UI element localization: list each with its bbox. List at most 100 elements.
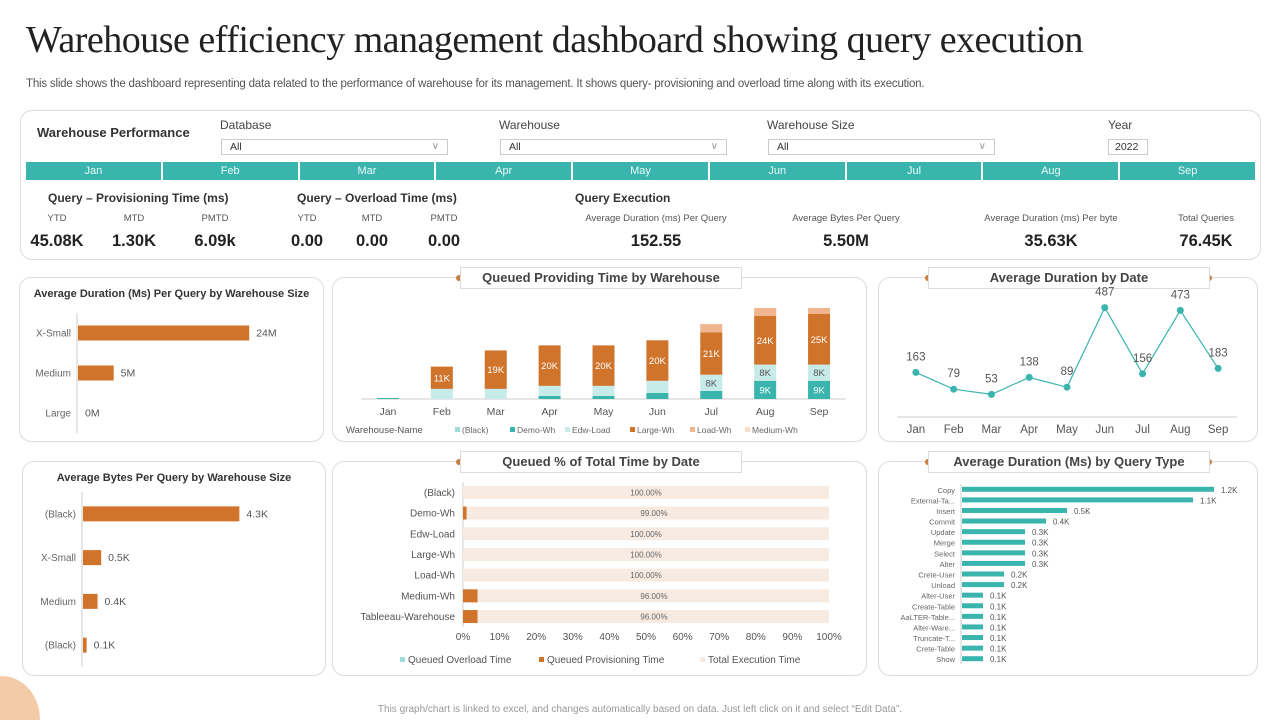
data-label: 96.00% bbox=[640, 613, 667, 622]
x-tick-label: Jan bbox=[379, 406, 396, 418]
bar bbox=[962, 656, 983, 662]
provisioning-pmtd-value: 6.09k bbox=[194, 232, 236, 250]
overload-ytd-value: 0.00 bbox=[290, 232, 324, 250]
category-label: Demo-Wh bbox=[410, 509, 455, 520]
provisioning-mtd-label: MTD bbox=[123, 213, 145, 224]
bar-segment-edwload bbox=[592, 385, 615, 396]
data-label: 0.1K bbox=[990, 623, 1007, 632]
month-slicer-apr[interactable]: Apr bbox=[436, 162, 572, 180]
legend-swatch bbox=[565, 427, 570, 432]
x-tick-label: Sep bbox=[810, 406, 829, 418]
title-accent-dot bbox=[456, 275, 462, 281]
category-label: Medium-Wh bbox=[401, 591, 455, 602]
provisioning-pmtd-label: PMTD bbox=[201, 213, 229, 224]
chart-title: Queued % of Total Time by Date bbox=[460, 451, 742, 473]
x-tick-label: 80% bbox=[746, 632, 766, 643]
category-label: Tableeau-Warehouse bbox=[360, 612, 455, 623]
year-filter-label: Year bbox=[1108, 118, 1133, 132]
data-label: 19K bbox=[487, 365, 505, 376]
warehouse-size-filter-value: All bbox=[777, 141, 789, 153]
bar-segment bbox=[463, 547, 829, 561]
category-label: Show bbox=[936, 655, 955, 664]
data-label: 20K bbox=[541, 361, 559, 372]
provisioning-title: Query – Provisioning Time (ms) bbox=[48, 191, 229, 205]
chart-title: Average Duration (Ms) Per Query by Wareh… bbox=[33, 288, 310, 300]
avg-duration-by-size-chart: X-Small 24M Medium 5M Large 0M bbox=[35, 313, 277, 433]
data-label: 473 bbox=[1171, 289, 1190, 301]
avg-duration-per-byte-value: 35.63K bbox=[1024, 232, 1078, 250]
bar-segment-edwload bbox=[646, 380, 669, 393]
chart-title: Average Bytes Per Query by Warehouse Siz… bbox=[56, 472, 292, 484]
bar-segment-largewh bbox=[646, 340, 669, 381]
legend-label: Medium-Wh bbox=[752, 425, 798, 435]
data-label: 100.00% bbox=[630, 488, 662, 497]
year-filter-select[interactable]: 2022 bbox=[1108, 139, 1148, 155]
bar bbox=[962, 507, 1067, 513]
database-filter-select[interactable]: All ∨ bbox=[221, 139, 448, 155]
avg-bytes-per-query-label: Average Bytes Per Query bbox=[792, 213, 900, 224]
bar-segment-demowh bbox=[376, 397, 399, 399]
bar-segment-demowh bbox=[646, 392, 669, 399]
x-tick-label: Jul bbox=[1135, 424, 1150, 436]
bar bbox=[83, 550, 102, 566]
warehouse-filter-label: Warehouse bbox=[499, 118, 560, 132]
bar-segment-edwload bbox=[484, 388, 507, 399]
year-filter-value: 2022 bbox=[1115, 141, 1139, 153]
x-tick-label: Feb bbox=[433, 406, 451, 418]
month-slicer-jul[interactable]: Jul bbox=[846, 162, 982, 180]
data-label: 1.2K bbox=[1221, 486, 1238, 495]
overload-mtd-label: MTD bbox=[361, 213, 383, 224]
category-label: Unload bbox=[931, 581, 955, 590]
data-label: 100.00% bbox=[630, 550, 662, 559]
data-label: 0.3K bbox=[1032, 549, 1049, 558]
warehouse-size-filter-select[interactable]: All ∨ bbox=[768, 139, 995, 155]
data-label: 8K bbox=[813, 368, 825, 379]
bar-segment-largewh bbox=[808, 314, 831, 365]
x-tick-label: Jun bbox=[649, 406, 666, 418]
data-label: 0.3K bbox=[1032, 560, 1049, 569]
month-slicer-jun[interactable]: Jun bbox=[709, 162, 845, 180]
avg-duration-by-date-chart: 163 Jan 79 Feb 53 Mar 138 Apr 89 May 487 Jun 156 Jul 4… bbox=[897, 287, 1237, 436]
category-label: (Black) bbox=[424, 488, 455, 499]
avg-bytes-per-query-value: 5.50M bbox=[823, 232, 869, 250]
data-label: 11K bbox=[434, 373, 451, 384]
x-tick-label: Sep bbox=[1208, 424, 1228, 436]
data-label: 0.4K bbox=[105, 596, 127, 608]
chart-title: Average Duration (Ms) by Query Type bbox=[928, 451, 1210, 473]
panel-title: Warehouse Performance bbox=[37, 125, 190, 140]
x-tick-label: 90% bbox=[782, 632, 802, 643]
legend-label: Load-Wh bbox=[697, 425, 732, 435]
month-slicer-may[interactable]: May bbox=[573, 162, 708, 180]
category-label: Edw-Load bbox=[410, 529, 455, 540]
data-point bbox=[950, 385, 958, 393]
x-tick-label: 60% bbox=[673, 632, 693, 643]
month-slicer: Jan Feb Mar Apr May Jun Jul Aug Sep bbox=[26, 162, 1256, 180]
bar-segment-demowh bbox=[754, 380, 777, 399]
month-slicer-mar[interactable]: Mar bbox=[299, 162, 435, 180]
month-slicer-jan[interactable]: Jan bbox=[26, 162, 161, 180]
x-tick-label: Aug bbox=[756, 406, 775, 418]
bar bbox=[83, 637, 87, 653]
data-label: 9K bbox=[813, 385, 825, 396]
category-label: Load-Wh bbox=[414, 571, 455, 582]
provisioning-ytd-value: 45.08K bbox=[30, 232, 84, 250]
bar-segment-largewh bbox=[592, 345, 615, 386]
month-slicer-aug[interactable]: Aug bbox=[983, 162, 1119, 180]
data-label: 156 bbox=[1133, 353, 1152, 365]
page-subtitle: This slide shows the dashboard represent… bbox=[26, 78, 925, 90]
category-label: Copy bbox=[937, 486, 955, 495]
avg-duration-per-query-label: Average Duration (ms) Per Query bbox=[585, 213, 727, 224]
month-slicer-feb[interactable]: Feb bbox=[162, 162, 298, 180]
bar bbox=[962, 571, 1004, 577]
data-label: 0.1K bbox=[990, 634, 1007, 643]
data-label: 4.3K bbox=[246, 508, 268, 520]
queued-providing-time-chart: Jan 11K Feb 19K Mar 20K Apr 20K May 20K Jun 8K 21K Ju… bbox=[346, 307, 846, 436]
x-tick-label: May bbox=[1056, 424, 1078, 436]
bar-segment-demowh bbox=[538, 395, 561, 399]
legend-label: (Black) bbox=[462, 425, 489, 435]
category-label: Merge bbox=[934, 539, 955, 548]
x-tick-label: 10% bbox=[490, 632, 510, 643]
warehouse-filter-select[interactable]: All ∨ bbox=[500, 139, 727, 155]
bar-segment-edwload bbox=[700, 374, 723, 391]
month-slicer-sep[interactable]: Sep bbox=[1120, 162, 1256, 180]
